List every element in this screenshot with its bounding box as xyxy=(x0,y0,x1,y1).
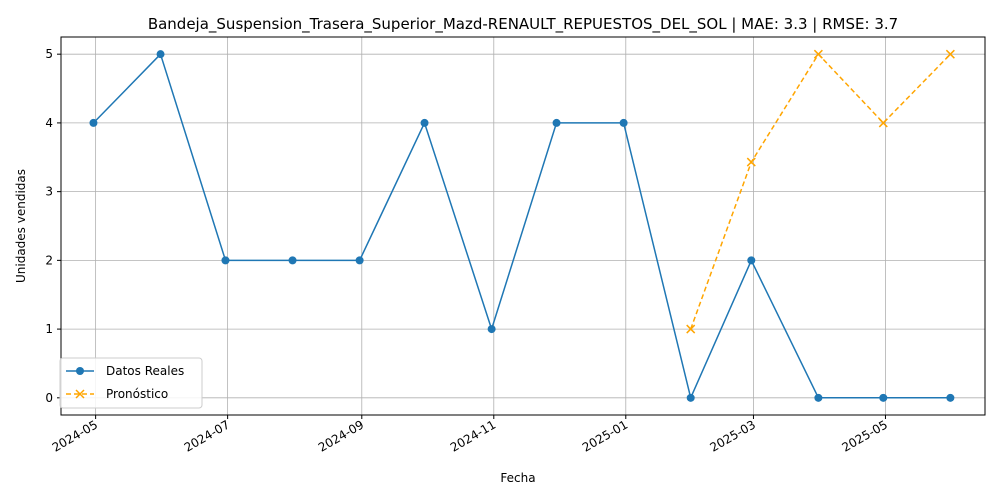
y-tick-label: 4 xyxy=(45,116,53,130)
y-tick-label: 2 xyxy=(45,253,53,267)
plot-frame xyxy=(60,36,986,416)
data-point-0 xyxy=(879,393,888,402)
legend-box xyxy=(59,357,203,409)
data-point-0 xyxy=(946,393,955,402)
data-point-0 xyxy=(487,325,496,334)
series-layer xyxy=(89,49,955,402)
data-point-0 xyxy=(89,118,98,127)
legend-marker-datos-reales xyxy=(76,367,84,375)
data-point-1 xyxy=(746,157,756,167)
data-point-0 xyxy=(355,256,364,265)
data-point-0 xyxy=(814,393,823,402)
legend-label-pronostico: Pronóstico xyxy=(106,387,168,401)
chart-title: Bandeja_Suspension_Trasera_Superior_Mazd… xyxy=(148,15,898,34)
y-axis-label: Unidades vendidas xyxy=(14,169,28,283)
x-tick-label: 2025-03 xyxy=(708,417,758,454)
y-tick-label: 3 xyxy=(45,185,53,199)
data-point-1 xyxy=(878,118,888,128)
y-tick-label: 5 xyxy=(45,47,53,61)
x-axis: 2024-05 2024-07 2024-09 2024-11 2025-01 2025-… xyxy=(50,415,890,455)
data-point-0 xyxy=(420,118,429,127)
x-tick-label: 2024-09 xyxy=(316,417,366,454)
legend: Datos Reales Pronóstico xyxy=(59,357,203,409)
x-tick-label: 2025-05 xyxy=(840,417,890,454)
y-tick-label: 1 xyxy=(45,322,53,336)
y-tick-label: 0 xyxy=(45,391,53,405)
data-point-0 xyxy=(747,256,756,265)
data-point-1 xyxy=(813,49,823,59)
legend-label-datos-reales: Datos Reales xyxy=(106,364,184,378)
data-point-0 xyxy=(686,393,695,402)
series-line-0 xyxy=(92,53,951,399)
legend-marker-pronostico xyxy=(75,389,85,399)
x-tick-label: 2025-01 xyxy=(580,417,630,454)
grid xyxy=(61,37,985,415)
data-point-1 xyxy=(945,49,955,59)
data-point-0 xyxy=(288,256,297,265)
data-point-1 xyxy=(686,324,696,334)
data-point-0 xyxy=(156,50,165,59)
x-tick-label: 2024-05 xyxy=(50,417,100,454)
data-point-0 xyxy=(619,118,628,127)
x-tick-label: 2024-11 xyxy=(448,417,498,454)
x-axis-label: Fecha xyxy=(500,471,535,485)
data-point-0 xyxy=(552,118,561,127)
y-axis: 0 1 2 3 4 5 xyxy=(45,47,61,405)
data-point-0 xyxy=(221,256,230,265)
x-tick-label: 2024-07 xyxy=(182,417,232,454)
